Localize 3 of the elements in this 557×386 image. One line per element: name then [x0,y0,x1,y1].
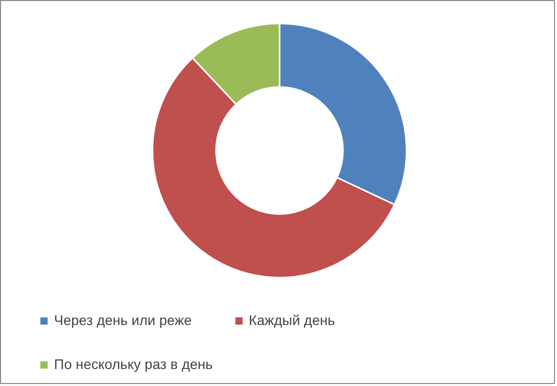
legend-label: По нескольку раз в день [54,355,213,374]
legend-label: Каждый день [248,311,335,330]
legend-label: Через день или реже [54,311,192,330]
